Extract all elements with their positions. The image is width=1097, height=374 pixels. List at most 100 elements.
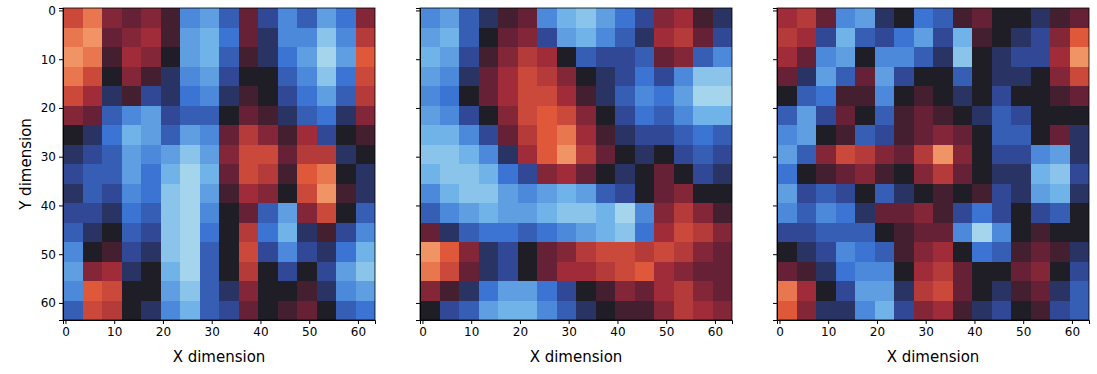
y-tick-mark xyxy=(59,10,63,11)
heatmap-cell xyxy=(674,242,694,262)
heatmap-cell xyxy=(537,164,557,184)
heatmap-cell xyxy=(1050,203,1070,223)
heatmap-cell xyxy=(297,125,317,145)
heatmap-cell xyxy=(972,281,992,301)
y-tick-mark xyxy=(59,205,63,206)
heatmap-cell xyxy=(420,301,440,321)
heatmap-cell xyxy=(278,86,298,106)
heatmap-cell xyxy=(102,47,122,67)
y-tick-label: 40 xyxy=(41,199,56,213)
heatmap-cell xyxy=(440,67,460,87)
heatmap-cell xyxy=(1050,106,1070,126)
heatmap-cell xyxy=(654,145,674,165)
y-tick xyxy=(773,59,777,60)
heatmap-cell xyxy=(894,125,914,145)
heatmap-cell xyxy=(297,281,317,301)
heatmap-cell xyxy=(953,223,973,243)
heatmap-cell xyxy=(63,125,83,145)
heatmap-cell xyxy=(933,145,953,165)
heatmap-cell xyxy=(953,28,973,48)
heatmap-cell xyxy=(972,301,992,321)
heatmap-cell xyxy=(239,47,259,67)
heatmap-cell xyxy=(953,8,973,28)
heatmap-cell xyxy=(953,67,973,87)
heatmap-cell xyxy=(596,125,616,145)
heatmap-cell xyxy=(615,8,635,28)
heatmap-cell xyxy=(557,301,577,321)
heatmap-cell xyxy=(855,106,875,126)
heatmap-cell xyxy=(914,28,934,48)
heatmap-cell xyxy=(836,86,856,106)
heatmap-cell xyxy=(953,301,973,321)
heatmap-cell xyxy=(933,262,953,282)
heatmap-cell xyxy=(992,301,1012,321)
x-axis-line xyxy=(64,321,376,325)
heatmap-cell xyxy=(1050,67,1070,87)
heatmap-cell xyxy=(797,47,817,67)
heatmap-cell xyxy=(894,67,914,87)
heatmap-cell xyxy=(1070,242,1090,262)
heatmap-cell xyxy=(914,262,934,282)
heatmap-cell xyxy=(537,242,557,262)
heatmap-cell xyxy=(200,145,220,165)
x-tick: 0 xyxy=(776,320,784,339)
heatmap-cell xyxy=(219,67,239,87)
heatmap-cell xyxy=(518,8,538,28)
y-tick-mark xyxy=(773,157,777,158)
heatmap-cell xyxy=(713,184,733,204)
heatmap-cell xyxy=(498,145,518,165)
heatmap-cell xyxy=(654,203,674,223)
x-tick: 10 xyxy=(464,320,479,339)
heatmap-cell xyxy=(297,203,317,223)
heatmap-cell xyxy=(992,242,1012,262)
heatmap-cell xyxy=(615,281,635,301)
heatmap-cell xyxy=(83,8,103,28)
heatmap-cell xyxy=(1031,145,1051,165)
heatmap-cell xyxy=(576,47,596,67)
heatmap-cell xyxy=(953,86,973,106)
heatmap-cell xyxy=(440,125,460,145)
heatmap-cell xyxy=(635,281,655,301)
heatmap-cell xyxy=(336,28,356,48)
heatmap-cell xyxy=(816,301,836,321)
heatmap-cell xyxy=(693,86,713,106)
heatmap-cell xyxy=(278,47,298,67)
x-tick-mark xyxy=(1023,320,1024,324)
heatmap-cell xyxy=(141,164,161,184)
heatmap-cell xyxy=(894,145,914,165)
heatmap-cell xyxy=(557,145,577,165)
heatmap-cell xyxy=(63,184,83,204)
heatmap-cell xyxy=(713,67,733,87)
heatmap-cell xyxy=(479,281,499,301)
heatmap-cell xyxy=(239,125,259,145)
heatmap-cell xyxy=(537,47,557,67)
heatmap-cell xyxy=(336,184,356,204)
heatmap-cell xyxy=(914,242,934,262)
heatmap-cell xyxy=(713,86,733,106)
heatmap-cell xyxy=(875,145,895,165)
y-tick-mark xyxy=(773,108,777,109)
heatmap-cell xyxy=(141,145,161,165)
heatmap-cell xyxy=(297,106,317,126)
heatmap-cell xyxy=(356,223,376,243)
heatmap-cell xyxy=(953,47,973,67)
heatmap-cell xyxy=(1011,203,1031,223)
heatmap-cell xyxy=(875,281,895,301)
heatmap-cell xyxy=(596,28,616,48)
x-tick-label: 10 xyxy=(821,325,836,339)
heatmap-cell xyxy=(615,145,635,165)
heatmap-cell xyxy=(875,106,895,126)
heatmap-cell xyxy=(693,281,713,301)
heatmap-cell xyxy=(777,86,797,106)
heatmap-cell xyxy=(635,223,655,243)
heatmap-cell xyxy=(953,145,973,165)
heatmap-cell xyxy=(654,281,674,301)
heatmap-cell xyxy=(63,242,83,262)
heatmap-cell xyxy=(459,203,479,223)
heatmap-cell xyxy=(141,301,161,321)
heatmap-cell xyxy=(654,262,674,282)
heatmap-cell xyxy=(933,203,953,223)
heatmap-cell xyxy=(894,242,914,262)
heatmap-cell xyxy=(63,281,83,301)
plot-frame xyxy=(420,8,732,320)
